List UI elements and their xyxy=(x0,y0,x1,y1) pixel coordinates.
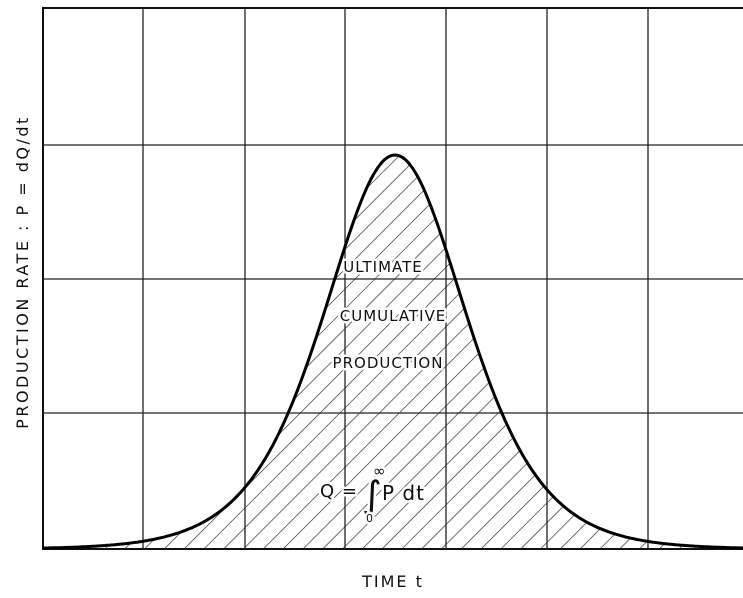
integral: Q = ∫ 0 ∞ P dt xyxy=(318,460,427,528)
y-axis-label: PRODUCTION RATE : P = dQ/dt xyxy=(13,115,32,429)
x-axis-label: TIME t xyxy=(361,572,424,591)
integral-integrand: P dt xyxy=(382,481,425,505)
integral-lhs: Q = xyxy=(320,481,358,502)
area-label: PRODUCTION xyxy=(333,354,444,372)
integral-upper: ∞ xyxy=(373,462,387,480)
area-label: CUMULATIVE xyxy=(340,307,447,325)
integral-sign: ∫ xyxy=(362,473,383,517)
area-label: ULTIMATE xyxy=(343,258,423,276)
production-curve xyxy=(43,153,743,550)
integral-lower: 0 xyxy=(366,512,374,525)
